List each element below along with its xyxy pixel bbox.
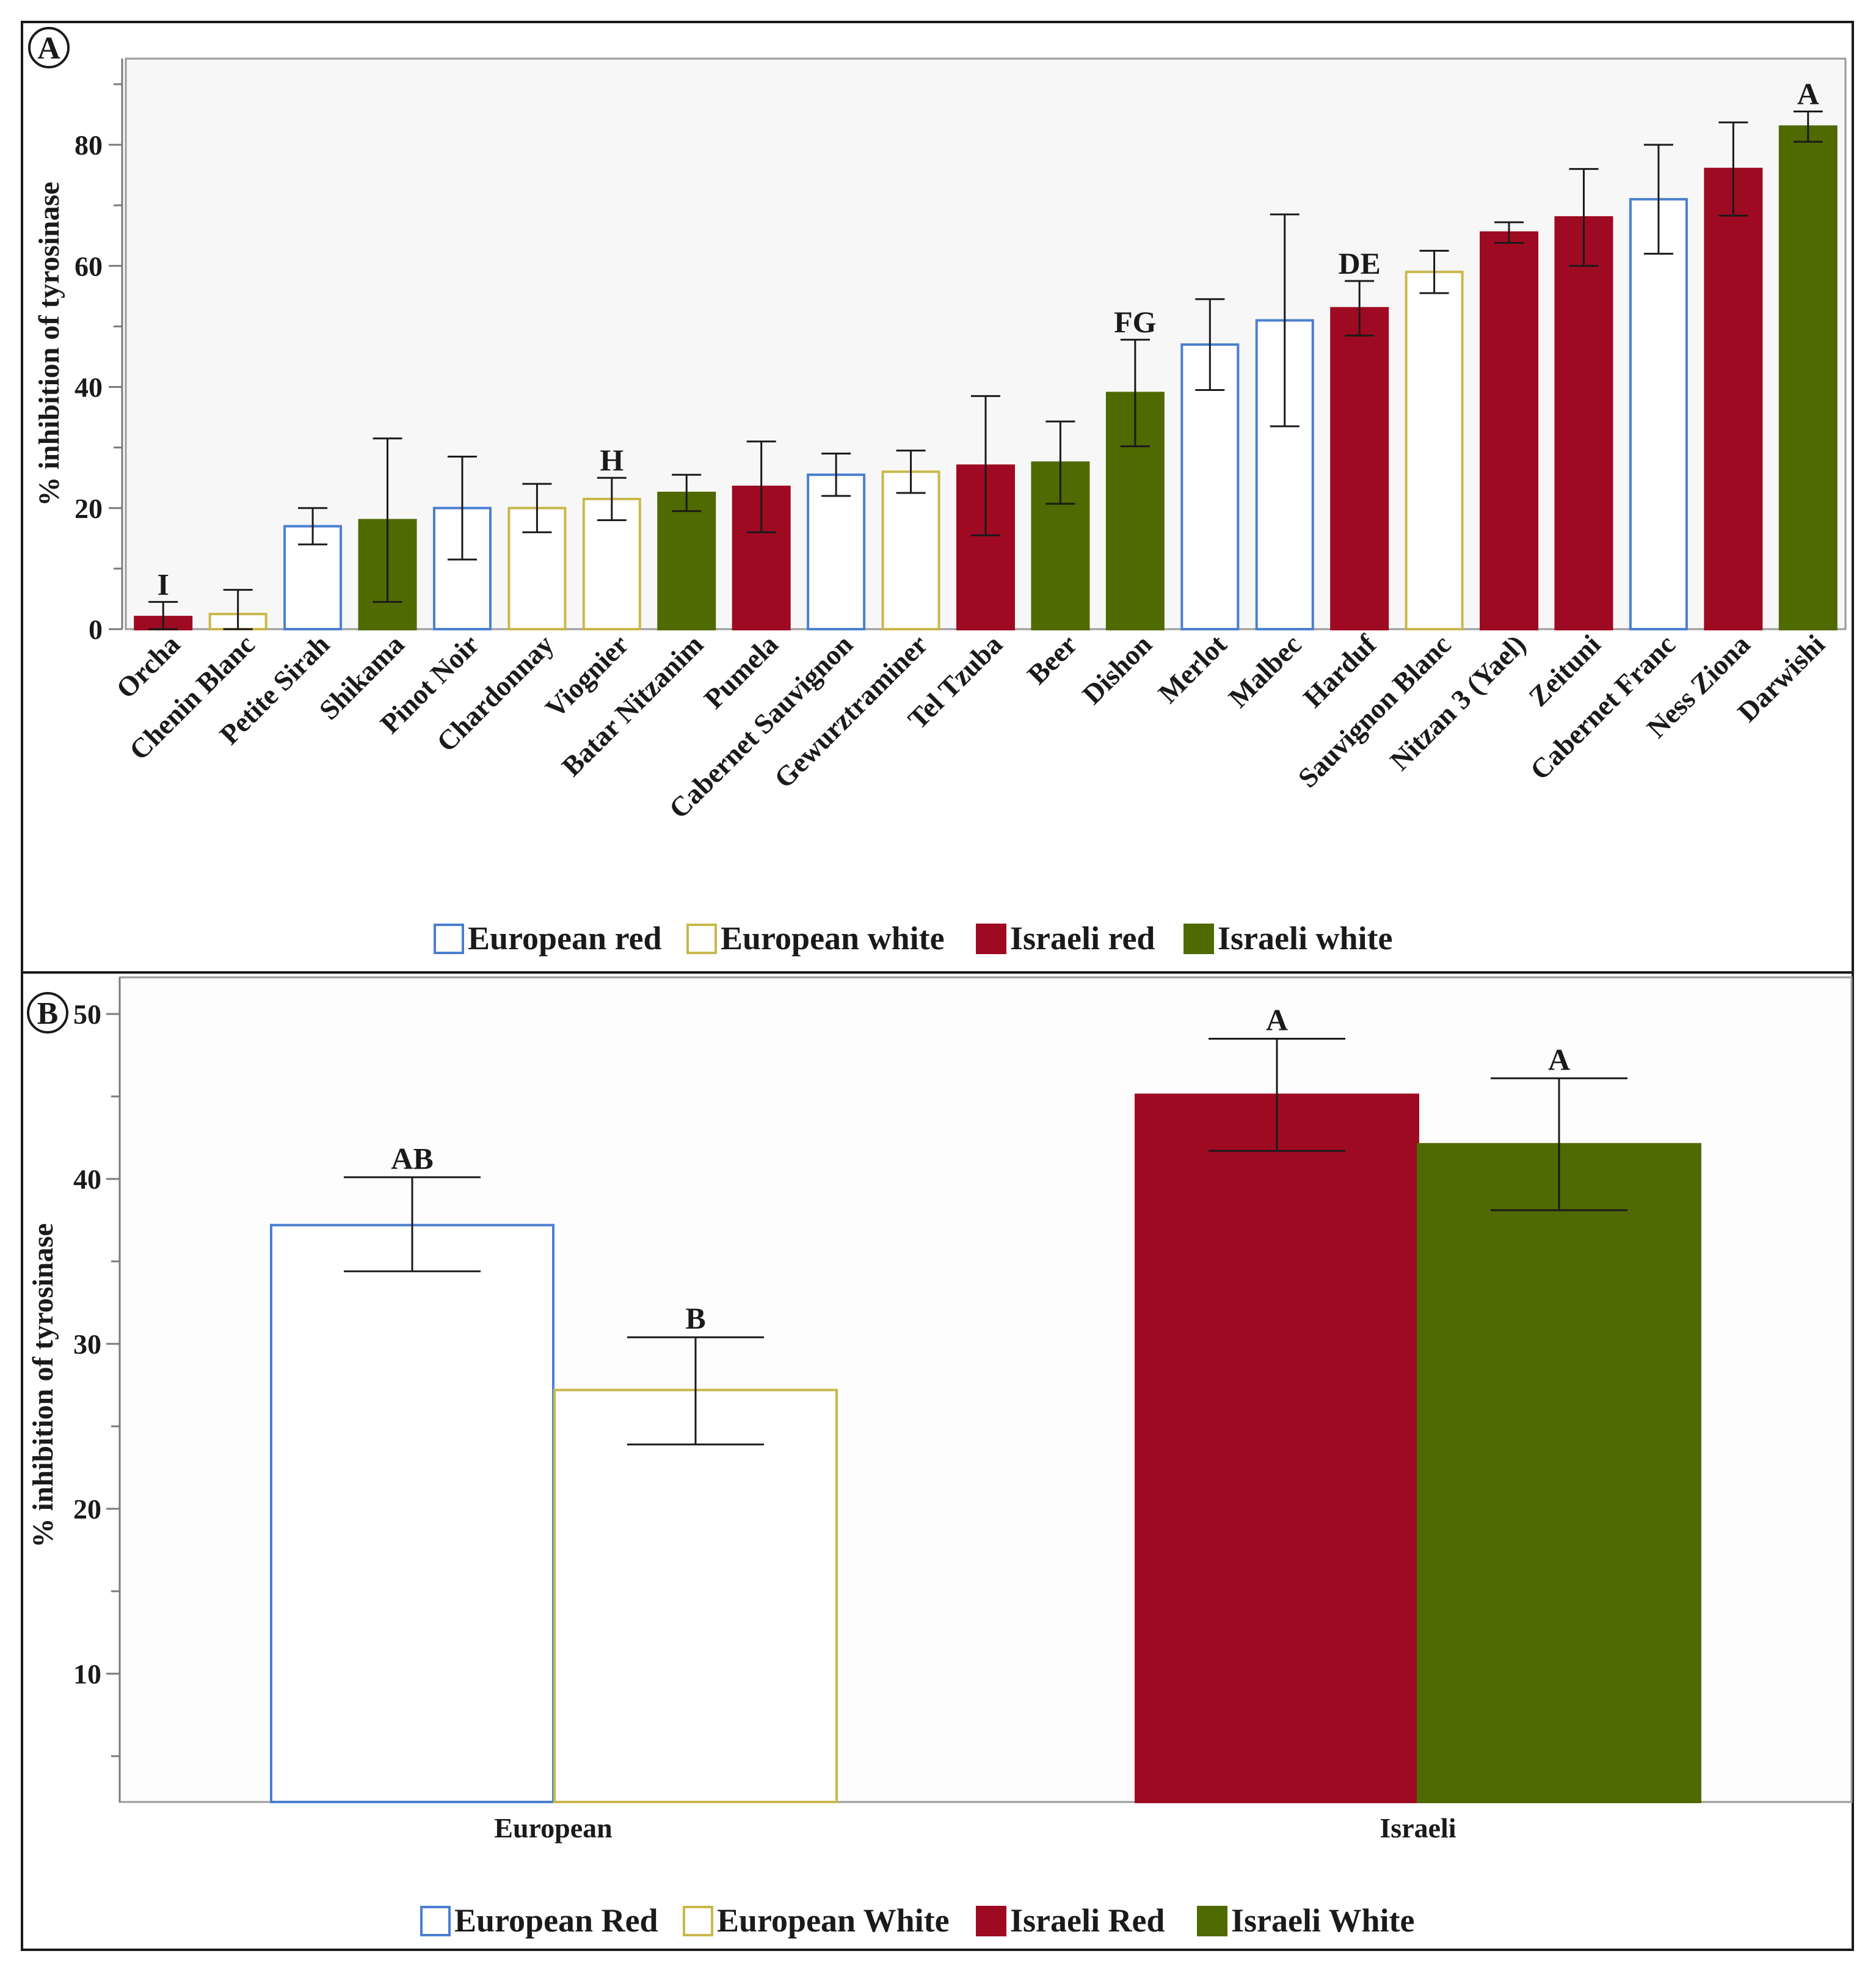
legend-label: European red <box>468 920 662 957</box>
bar <box>1554 216 1613 630</box>
legend-swatch <box>686 924 717 954</box>
bar <box>1778 125 1838 630</box>
error-bar <box>627 1336 764 1446</box>
bar <box>657 491 716 630</box>
panel-b-bars: AB B A A <box>270 1003 1701 1804</box>
legend-swatch <box>1197 1906 1227 1936</box>
bar <box>270 1224 554 1803</box>
bar <box>881 470 940 631</box>
bar <box>1417 1143 1701 1803</box>
legend-label: European White <box>717 1902 950 1939</box>
panel-a-y-axis: 0 20 40 60 80 <box>75 59 123 645</box>
error-bar <box>1569 168 1599 267</box>
error-bar <box>1491 1077 1627 1211</box>
error-bar <box>148 600 178 630</box>
legend-swatch <box>976 924 1006 954</box>
y-tick-label: 20 <box>73 1493 101 1525</box>
legend-label: Israeli red <box>1010 920 1155 957</box>
bar <box>1480 231 1539 630</box>
bar <box>1135 1093 1419 1803</box>
error-bar <box>1419 249 1449 294</box>
legend-swatch <box>1183 924 1214 954</box>
y-tick-label: 0 <box>89 614 103 645</box>
panel-a-letter-badge: A <box>28 27 70 68</box>
panel-b-y-axis: 10 20 30 40 50 <box>73 977 121 1802</box>
y-tick-label: 80 <box>75 129 103 161</box>
error-bar <box>1643 144 1673 255</box>
bar <box>807 473 866 631</box>
error-bar <box>1209 1038 1345 1152</box>
panel-a-letter: A <box>37 31 60 66</box>
bar <box>1180 343 1240 630</box>
y-tick-label: 10 <box>73 1658 101 1690</box>
bar <box>1704 167 1763 630</box>
error-bar <box>223 589 253 630</box>
error-bar <box>1270 213 1300 428</box>
significance-letter: FG <box>1114 305 1156 339</box>
significance-letter: A <box>1797 76 1819 111</box>
panel-b-letter: B <box>37 996 59 1031</box>
panel-b-y-axis-label: % inhibition of tyrosinase <box>27 1223 59 1547</box>
error-bar <box>344 1176 481 1272</box>
panel-a-legend: European red European white Israeli red Isr… <box>434 920 1392 957</box>
error-bar <box>447 455 477 561</box>
legend-label: Israeli white <box>1218 920 1392 957</box>
error-bar <box>597 476 627 522</box>
panel-b: B % inhibition of tyrosinase 1020304050 … <box>27 976 1853 1939</box>
significance-letter: AB <box>391 1141 433 1175</box>
bar <box>1330 307 1389 630</box>
error-bar <box>1494 221 1524 244</box>
panel-a: A % inhibition of tyrosinase 0 20 40 60 80 I… <box>28 27 1847 957</box>
significance-letter: I <box>157 567 169 601</box>
error-bar <box>971 395 1000 536</box>
significance-letter: A <box>1548 1042 1570 1076</box>
bar <box>553 1388 838 1804</box>
y-tick-label: 40 <box>75 372 103 403</box>
bar <box>1105 392 1165 630</box>
error-bar <box>1345 280 1375 337</box>
error-bar <box>746 440 776 533</box>
panel-b-category-labels: European Israeli <box>494 1812 1456 1844</box>
y-tick-label: 60 <box>75 250 103 282</box>
x-category-label: Israeli <box>1380 1812 1456 1844</box>
error-bar <box>1718 121 1748 217</box>
legend-label: European white <box>721 920 945 957</box>
y-tick-label: 30 <box>73 1329 101 1360</box>
error-bar <box>522 483 552 533</box>
error-bar <box>896 450 926 494</box>
error-bar <box>1045 420 1075 505</box>
significance-letter: B <box>685 1301 705 1335</box>
legend-label: European Red <box>454 1902 658 1939</box>
legend-label: Israeli White <box>1231 1902 1414 1939</box>
y-tick-label: 40 <box>73 1164 101 1195</box>
error-bar <box>373 437 402 603</box>
error-bar <box>672 473 702 512</box>
error-bar <box>1793 110 1823 143</box>
panel-a-bars: I H FG DE A <box>134 76 1838 631</box>
legend-swatch <box>420 1906 451 1936</box>
panel-b-legend: European Red European White Israeli Red Isr… <box>420 1902 1414 1939</box>
y-tick-label: 50 <box>73 999 101 1030</box>
significance-letter: DE <box>1338 246 1380 280</box>
bar <box>1629 198 1688 630</box>
error-bar <box>1195 298 1225 391</box>
error-bar <box>298 507 328 545</box>
x-category-label: European <box>494 1812 612 1844</box>
significance-letter: A <box>1266 1003 1288 1037</box>
legend-swatch <box>683 1906 713 1936</box>
y-tick-label: 20 <box>75 493 103 524</box>
significance-letter: H <box>600 443 624 477</box>
error-bar <box>1120 338 1150 448</box>
legend-label: Israeli Red <box>1010 1902 1165 1939</box>
error-bar <box>821 453 851 497</box>
legend-swatch <box>434 924 464 954</box>
panel-b-letter-badge: B <box>27 992 68 1034</box>
panel-a-y-axis-label: % inhibition of tyrosinase <box>33 181 65 506</box>
bar <box>1405 271 1464 631</box>
legend-swatch <box>976 1906 1006 1936</box>
